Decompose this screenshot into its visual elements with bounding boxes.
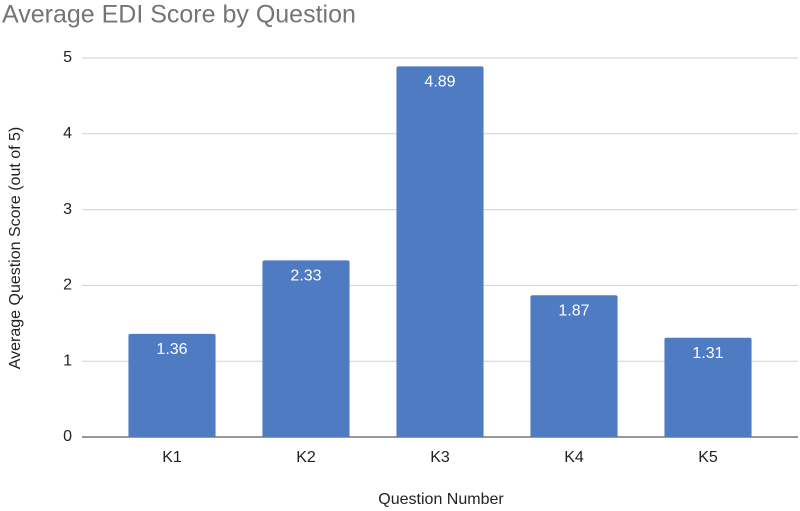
- x-tick-label: K5: [698, 449, 718, 466]
- y-tick-label: 2: [63, 277, 72, 294]
- y-tick-label: 0: [63, 428, 72, 445]
- y-tick-label: 1: [63, 352, 72, 369]
- bar: [128, 333, 216, 437]
- value-label: 4.89: [424, 74, 455, 91]
- value-label: 1.31: [692, 345, 723, 362]
- bar: [262, 260, 350, 437]
- x-tick-label: K1: [162, 449, 182, 466]
- x-tick-label: K2: [296, 449, 316, 466]
- y-axis-label: Average Question Score (out of 5): [7, 127, 24, 370]
- bar: [664, 337, 752, 437]
- bar: [396, 66, 484, 437]
- value-label: 1.87: [558, 302, 589, 319]
- x-tick-label: K4: [564, 449, 584, 466]
- y-tick-label: 5: [63, 49, 72, 66]
- value-label: 2.33: [290, 268, 321, 285]
- y-tick-label: 3: [63, 201, 72, 218]
- chart-title: Average EDI Score by Question: [2, 1, 356, 29]
- x-axis-label: Question Number: [378, 491, 504, 508]
- bar: [530, 295, 618, 437]
- x-tick-label: K3: [430, 449, 450, 466]
- y-tick-label: 4: [63, 125, 72, 142]
- value-label: 1.36: [156, 341, 187, 358]
